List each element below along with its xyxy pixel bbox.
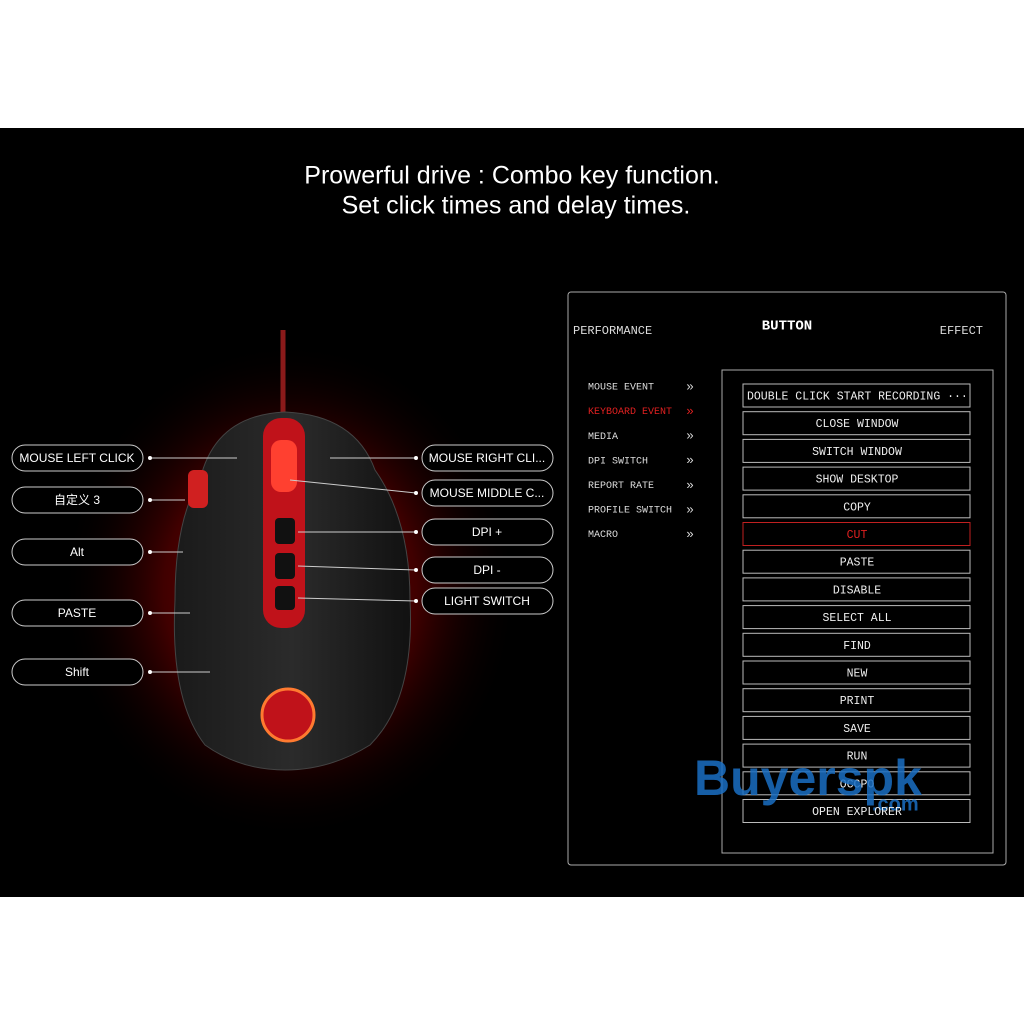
callout-pill	[421, 479, 554, 507]
action-label: SELECT ALL	[822, 612, 891, 625]
connector-dot	[148, 611, 152, 615]
callout-label: Shift	[65, 665, 90, 679]
menu-item: MACRO	[588, 530, 618, 541]
menu-chevron: »	[686, 428, 693, 443]
menu-chevron: »	[686, 477, 693, 492]
connector-dot	[414, 491, 418, 495]
menu-item: KEYBOARD EVENT	[588, 407, 672, 418]
logo	[260, 687, 316, 743]
action-button	[742, 799, 971, 823]
action-label: CLOSE WINDOW	[816, 418, 899, 431]
menu-item: DPI SWITCH	[588, 456, 648, 467]
action-button	[742, 605, 971, 630]
callout-label: DPI +	[472, 525, 502, 539]
title-line: Set click times and delay times.	[342, 192, 691, 220]
action-label: PRINT	[840, 695, 875, 708]
callout-label: PASTE	[58, 606, 96, 620]
panel-left-heading: PERFORMANCE	[573, 324, 652, 338]
action-button	[742, 411, 971, 436]
action-label: FIND	[843, 640, 871, 653]
menu-chevron: »	[686, 501, 693, 516]
action-label: CUT	[847, 529, 868, 542]
action-label: DISABLE	[833, 584, 881, 597]
action-label: COPY	[843, 501, 871, 514]
action-button	[742, 577, 971, 602]
callout-label: MOUSE LEFT CLICK	[19, 451, 134, 465]
connector-dot	[414, 568, 418, 572]
action-label: OPEN EXPLORER	[812, 806, 902, 819]
callout-pill	[11, 538, 144, 566]
callout-label: MOUSE MIDDLE C...	[430, 486, 545, 500]
action-button	[742, 771, 971, 796]
callout-pill	[421, 556, 554, 584]
connector-lines	[150, 457, 417, 673]
connector-dot	[148, 456, 152, 460]
title-line: Prowerful drive : Combo key function.	[304, 162, 719, 190]
menu-item: REPORT RATE	[588, 481, 654, 492]
light-switch	[275, 586, 295, 610]
callout-pill	[11, 599, 144, 627]
panel-right-heading: EFFECT	[940, 324, 983, 338]
callout-pill	[11, 658, 144, 686]
callout-pill	[421, 444, 554, 472]
menu-chevron: »	[686, 452, 693, 467]
side-button	[188, 470, 208, 508]
action-label: PASTE	[840, 557, 875, 570]
callout-pill	[11, 444, 144, 472]
scroll-wheel	[271, 440, 297, 492]
menu-chevron: »	[686, 378, 693, 393]
action-label: SHOW DESKTOP	[816, 474, 899, 487]
connector-dot	[414, 456, 418, 460]
callout-label: 自定义 3	[54, 492, 100, 507]
action-button	[742, 466, 971, 491]
action-button	[742, 632, 971, 657]
action-label: SWITCH WINDOW	[812, 446, 902, 459]
callout-label: Alt	[70, 545, 85, 559]
connector	[297, 565, 417, 571]
callout-pill	[421, 518, 554, 546]
dpi-plus	[275, 518, 295, 544]
callout-label: LIGHT SWITCH	[444, 594, 530, 608]
menu-item: PROFILE SWITCH	[588, 506, 672, 517]
connector-dot	[414, 530, 418, 534]
menu-item: MEDIA	[588, 432, 618, 443]
bottom-margin	[0, 897, 1024, 1024]
action-button	[742, 743, 971, 768]
action-button	[742, 715, 971, 740]
callout-label: MOUSE RIGHT CLI...	[429, 451, 545, 465]
callout-label: DPI -	[473, 563, 500, 577]
menu-item: MOUSE EVENT	[588, 383, 654, 394]
menu-chevron: »	[686, 403, 693, 418]
menu-chevron: »	[686, 526, 693, 541]
mouse	[173, 330, 411, 771]
action-button	[742, 383, 971, 408]
connector-dot	[148, 550, 152, 554]
callout-pill	[421, 587, 554, 615]
connector-dot	[414, 599, 418, 603]
action-button	[742, 660, 971, 685]
callout-pill	[11, 486, 144, 514]
action-button	[742, 494, 971, 519]
action-button	[742, 688, 971, 713]
action-label: OCCPO	[840, 778, 875, 791]
watermark-brand: Buyerspk	[694, 750, 922, 806]
action-label: DOUBLE CLICK START RECORDING ···	[747, 391, 968, 404]
connector	[297, 597, 417, 602]
connector-dot	[148, 498, 152, 502]
action-button	[742, 438, 971, 463]
action-button	[742, 549, 971, 574]
action-button	[742, 522, 971, 546]
watermark: Buyerspk .com	[694, 750, 922, 815]
dpi-minus	[275, 553, 295, 579]
watermark-suffix: .com	[872, 793, 919, 815]
action-label: SAVE	[843, 723, 871, 736]
action-label: RUN	[847, 751, 868, 764]
action-label: NEW	[847, 668, 868, 681]
connector-dot	[148, 670, 152, 674]
connector	[289, 479, 417, 494]
panel-title: BUTTON	[762, 319, 812, 335]
